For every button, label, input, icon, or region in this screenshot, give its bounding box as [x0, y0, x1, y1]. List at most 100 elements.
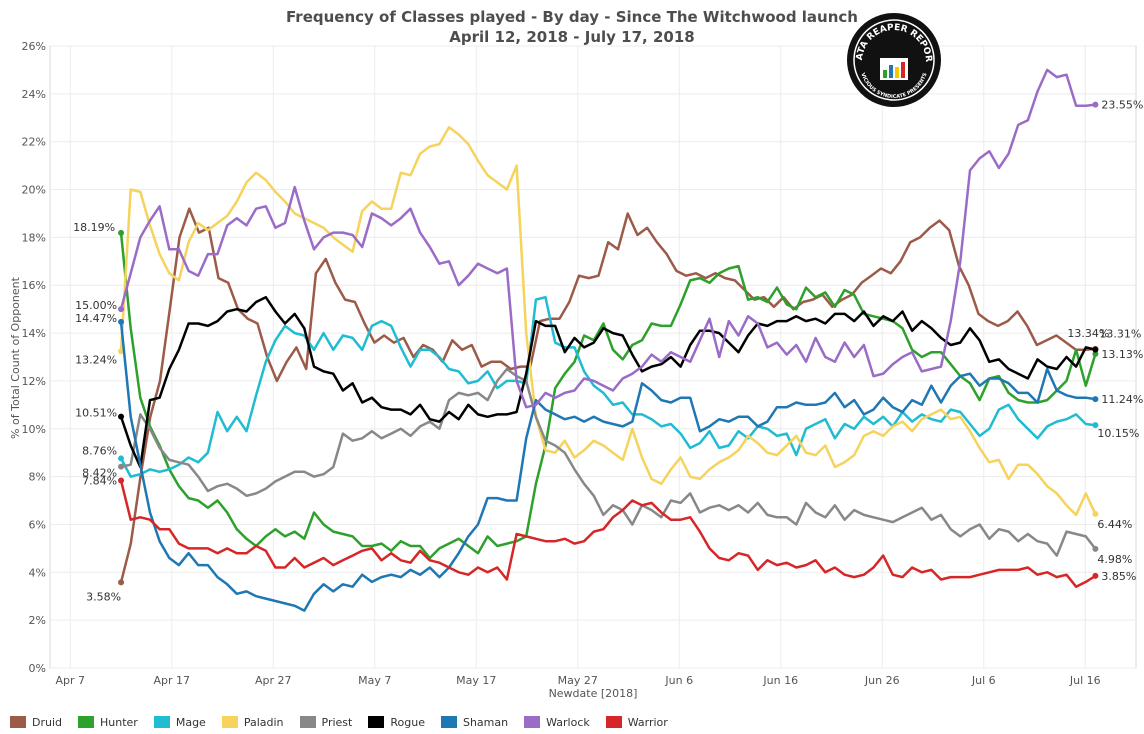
legend-swatch-priest: [299, 716, 316, 728]
series-start-point-druid: [118, 579, 125, 586]
series-start-point-rogue: [118, 413, 125, 420]
legend-swatch-warrior: [605, 716, 622, 728]
start-label-shaman: 14.47%: [75, 312, 117, 325]
series-line-priest: [120, 367, 1097, 557]
y-tick-label: 0%: [29, 662, 46, 675]
end-label-warrior: 3.85%: [1101, 570, 1136, 583]
start-label-warrior: 7.84%: [82, 474, 117, 487]
legend-item-warlock: Warlock: [524, 716, 590, 729]
x-tick-label: Jun 6: [664, 674, 693, 687]
chart-subtitle: April 12, 2018 - July 17, 2018: [449, 28, 695, 46]
y-tick-label: 18%: [22, 231, 46, 244]
end-label-rogue: 13.31%: [1099, 328, 1141, 341]
series-line-rogue: [119, 295, 1096, 469]
x-axis: Apr 7 Apr 17 Apr 27 May 7 May 17 May 27 Jun 6 J…: [56, 674, 1101, 687]
series-start-point-warlock: [118, 306, 125, 313]
legend-item-hunter: Hunter: [78, 716, 138, 729]
series-lines: [118, 68, 1099, 612]
legend-item-druid: Druid: [10, 716, 62, 729]
y-tick-label: 16%: [22, 279, 46, 292]
legend-item-mage: Mage: [153, 715, 206, 729]
x-tick-label: Jun 26: [864, 674, 900, 687]
series-line-mage: [119, 295, 1096, 478]
end-label-paladin: 6.44%: [1097, 518, 1132, 531]
series-start-point-paladin: [118, 348, 125, 355]
series-start-point-warrior: [118, 477, 125, 484]
series-start-point-shaman: [118, 318, 125, 325]
end-label-druid: 13.34%: [1067, 327, 1109, 340]
legend-label-warlock: Warlock: [546, 715, 590, 729]
series-line-druid: [119, 207, 1096, 583]
series-line-paladin: [119, 126, 1097, 517]
end-label-shaman: 11.24%: [1101, 393, 1143, 406]
start-label-paladin: 13.24%: [75, 353, 117, 366]
legend-swatch-paladin: [221, 716, 238, 728]
legend-item-shaman: Shaman: [440, 715, 509, 729]
start-label-rogue: 10.51%: [75, 407, 117, 420]
series-end-point-warrior: [1092, 572, 1099, 579]
series-end-point-paladin: [1092, 510, 1099, 517]
legend-swatch-mage: [153, 716, 170, 728]
series-end-point-rogue: [1092, 346, 1099, 353]
series-line-shaman: [119, 321, 1096, 612]
x-tick-label: Jul 6: [971, 674, 996, 687]
y-tick-label: 20%: [22, 184, 46, 197]
chart-title: Frequency of Classes played - By day - S…: [286, 8, 858, 26]
legend-swatch-shaman: [440, 716, 457, 728]
end-label-mage: 10.15%: [1097, 427, 1139, 440]
x-tick-label: May 7: [358, 674, 391, 687]
y-tick-label: 2%: [29, 614, 46, 627]
series-end-point-warlock: [1092, 101, 1099, 108]
plot-area: [49, 45, 1137, 669]
legend-item-rogue: Rogue: [368, 716, 425, 729]
series-line-warrior: [119, 480, 1097, 588]
y-tick-label: 14%: [22, 327, 46, 340]
x-tick-label: Jul 16: [1069, 674, 1101, 687]
legend-label-hunter: Hunter: [100, 715, 138, 729]
y-tick-label: 22%: [22, 136, 46, 149]
x-tick-label: Apr 17: [154, 674, 191, 687]
legend-swatch-rogue: [368, 716, 385, 728]
legend-swatch-druid: [10, 716, 26, 728]
start-label-mage: 8.76%: [82, 444, 117, 457]
legend-item-priest: Priest: [299, 715, 353, 729]
y-tick-label: 24%: [22, 88, 46, 101]
x-tick-label: May 17: [456, 674, 496, 687]
legend-swatch-hunter: [78, 716, 95, 728]
line-chart: 0% 2% 4% 6% 8% 10% 12% 14% 16% 18% 20% 22% 24% 26% Ap…: [9, 40, 1143, 700]
data-labels: 3.58% 13.34% 18.19% 13.13% 8.76% 10.15% 13.24%…: [73, 99, 1143, 604]
x-axis-title: Newdate [2018]: [549, 687, 638, 700]
legend-swatch-warlock: [524, 716, 541, 728]
legend-item-paladin: Paladin: [221, 716, 284, 729]
x-tick-label: Jun 16: [762, 674, 798, 687]
series-end-point-priest: [1092, 545, 1099, 552]
legend-label-mage: Mage: [175, 715, 206, 729]
legend: Druid Hunter Mage Paladin Priest Rogue Shaman W…: [10, 714, 684, 730]
start-label-priest: 8.42%: [82, 467, 117, 480]
y-tick-label: 6%: [29, 518, 46, 531]
y-tick-label: 8%: [29, 471, 46, 484]
end-label-priest: 4.98%: [1097, 553, 1132, 566]
series-start-point-mage: [118, 455, 125, 462]
legend-label-shaman: Shaman: [462, 715, 509, 729]
series-line-hunter: [119, 232, 1097, 560]
series-end-point-hunter: [1092, 350, 1099, 357]
y-tick-label: 12%: [22, 375, 46, 388]
y-tick-label: 10%: [22, 423, 46, 436]
legend-label-rogue: Rogue: [390, 715, 425, 729]
x-tick-label: Apr 7: [56, 674, 86, 687]
x-tick-label: Apr 27: [255, 674, 292, 687]
legend-item-warrior: Warrior: [605, 716, 668, 729]
y-tick-label: 26%: [22, 40, 46, 53]
end-label-hunter: 13.13%: [1101, 348, 1143, 361]
y-axis: 0% 2% 4% 6% 8% 10% 12% 14% 16% 18% 20% 22% 24% 26%: [22, 40, 46, 675]
series-end-point-mage: [1092, 422, 1099, 429]
legend-label-druid: Druid: [32, 715, 63, 729]
legend-label-priest: Priest: [321, 715, 353, 729]
series-line-warlock: [119, 68, 1096, 409]
series-start-point-hunter: [118, 229, 125, 236]
y-tick-label: 4%: [29, 566, 46, 579]
series-end-point-shaman: [1092, 396, 1099, 403]
y-axis-title: % of Total Count of Opponent: [9, 276, 22, 439]
series-start-point-priest: [118, 463, 125, 470]
